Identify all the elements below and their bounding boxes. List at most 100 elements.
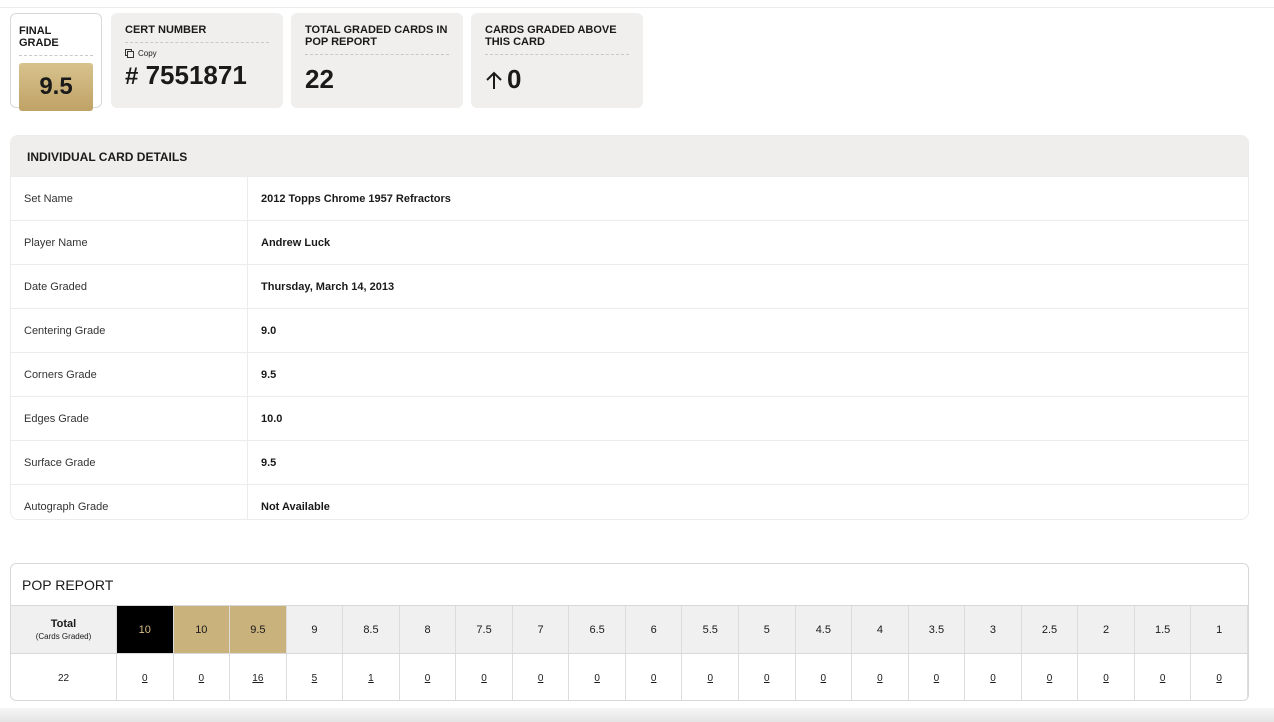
detail-label: Surface Grade xyxy=(11,441,248,484)
label: TOTAL GRADED CARDS IN POP REPORT xyxy=(305,24,449,55)
label: CARDS GRADED ABOVE THIS CARD xyxy=(485,24,629,55)
detail-label: Player Name xyxy=(11,221,248,264)
count-cell: 0 xyxy=(852,654,909,700)
count-link[interactable]: 0 xyxy=(141,673,148,684)
detail-row: Set Name 2012 Topps Chrome 1957 Refractor… xyxy=(11,176,1248,220)
above-card: CARDS GRADED ABOVE THIS CARD 0 xyxy=(471,13,643,108)
detail-value: Not Available xyxy=(261,500,330,513)
detail-value: 2012 Topps Chrome 1957 Refractors xyxy=(261,192,451,205)
grade-header: 9 xyxy=(286,606,344,653)
grade-header: 4 xyxy=(852,606,909,653)
detail-label: Autograph Grade xyxy=(11,485,248,519)
count-cell: 0 xyxy=(1191,654,1248,700)
grade-header: 6.5 xyxy=(569,606,626,653)
count-link[interactable]: 0 xyxy=(650,673,657,684)
detail-label: Corners Grade xyxy=(11,353,248,396)
count-cell: 0 xyxy=(739,654,796,700)
count-cell: 0 xyxy=(1078,654,1135,700)
detail-value: 10.0 xyxy=(261,412,283,425)
grade-header: 10 xyxy=(117,606,174,653)
grade-header: 3.5 xyxy=(908,606,966,653)
grade-header: 1.5 xyxy=(1134,606,1192,653)
grade-header: 3 xyxy=(965,606,1022,653)
count-cell: 5 xyxy=(287,654,344,700)
count-link[interactable]: 0 xyxy=(537,673,544,684)
count-cell: 0 xyxy=(796,654,853,700)
count-cell: 16 xyxy=(230,654,287,700)
grade-header: 1 xyxy=(1191,606,1248,653)
divider xyxy=(0,7,1274,8)
count-link[interactable]: 5 xyxy=(311,673,318,684)
count-cell: 0 xyxy=(682,654,740,700)
grade-header: 8 xyxy=(399,606,457,653)
count-cell: 1 xyxy=(343,654,400,700)
detail-value: Thursday, March 14, 2013 xyxy=(261,280,395,293)
count-cell: 0 xyxy=(626,654,683,700)
total-label: Total xyxy=(50,618,77,630)
header-row: Total (Cards Graded) 10 10 9.5 9 8.5 8 7.5 7 6.5 6 5… xyxy=(11,605,1248,653)
detail-label: Edges Grade xyxy=(11,397,248,440)
count-link[interactable]: 0 xyxy=(481,673,487,684)
count-cell: 0 xyxy=(400,654,457,700)
copy-button[interactable]: Copy xyxy=(125,49,269,58)
final-grade-card: FINAL GRADE 9.5 xyxy=(10,13,102,111)
cert-card: CERT NUMBER Copy # 7551871 xyxy=(111,13,283,108)
count-cell: 0 xyxy=(569,654,626,700)
grade-header: 7 xyxy=(512,606,570,653)
detail-row: Autograph Grade Not Available xyxy=(11,484,1248,519)
grade-header: 7.5 xyxy=(456,606,513,653)
value: 22 xyxy=(305,64,334,94)
count-cell: 0 xyxy=(965,654,1022,700)
grade-header: 5 xyxy=(739,606,796,653)
bottom-shade xyxy=(0,708,1274,722)
total-count: 22 xyxy=(11,654,117,700)
detail-label: Date Graded xyxy=(11,265,248,308)
card-details: INDIVIDUAL CARD DETAILS Set Name 2012 Top… xyxy=(10,135,1249,520)
count-link[interactable]: 0 xyxy=(1159,673,1166,684)
count-link[interactable]: 0 xyxy=(594,673,600,684)
count-cell: 0 xyxy=(1135,654,1192,700)
grade-header: 10 xyxy=(173,606,231,653)
detail-label: Centering Grade xyxy=(11,309,248,352)
count-link[interactable]: 0 xyxy=(1046,673,1053,684)
detail-label: Set Name xyxy=(11,177,248,220)
count-link[interactable]: 0 xyxy=(877,673,883,684)
detail-value: Andrew Luck xyxy=(261,236,331,249)
grade-header: 2.5 xyxy=(1021,606,1079,653)
grade-header: 6 xyxy=(625,606,683,653)
grade-header: 5.5 xyxy=(682,606,740,653)
copy-text: Copy xyxy=(138,49,157,58)
copy-icon xyxy=(125,49,134,58)
value: 0 xyxy=(507,64,522,94)
count-link[interactable]: 0 xyxy=(990,673,996,684)
count-link[interactable]: 0 xyxy=(933,673,940,684)
count-link[interactable]: 0 xyxy=(1103,673,1109,684)
cert-number: 7551871 xyxy=(145,60,247,90)
count-link[interactable]: 0 xyxy=(764,673,770,684)
count-cell: 0 xyxy=(456,654,513,700)
count-link[interactable]: 0 xyxy=(1216,673,1222,684)
detail-row: Edges Grade 10.0 xyxy=(11,396,1248,440)
total-note: (Cards Graded) xyxy=(35,632,92,641)
count-cell: 0 xyxy=(174,654,231,700)
detail-row: Corners Grade 9.5 xyxy=(11,352,1248,396)
total-card: TOTAL GRADED CARDS IN POP REPORT 22 xyxy=(291,13,463,108)
label: FINAL GRADE xyxy=(19,25,93,56)
grade-badge: 9.5 xyxy=(19,63,93,111)
count-cell: 0 xyxy=(909,654,966,700)
count-cell: 0 xyxy=(1022,654,1079,700)
count-link[interactable]: 0 xyxy=(707,673,714,684)
detail-row: Date Graded Thursday, March 14, 2013 xyxy=(11,264,1248,308)
up-arrow xyxy=(486,71,502,89)
grade-header: 4.5 xyxy=(795,606,853,653)
grade-header: 8.5 xyxy=(343,606,400,653)
count-link[interactable]: 1 xyxy=(368,673,374,684)
detail-row: Player Name Andrew Luck xyxy=(11,220,1248,264)
count-link[interactable]: 0 xyxy=(424,673,431,684)
count-link[interactable]: 0 xyxy=(820,673,827,684)
detail-row: Surface Grade 9.5 xyxy=(11,440,1248,484)
detail-row: Centering Grade 9.0 xyxy=(11,308,1248,352)
count-link[interactable]: 16 xyxy=(252,673,264,684)
count-link[interactable]: 0 xyxy=(198,673,205,684)
